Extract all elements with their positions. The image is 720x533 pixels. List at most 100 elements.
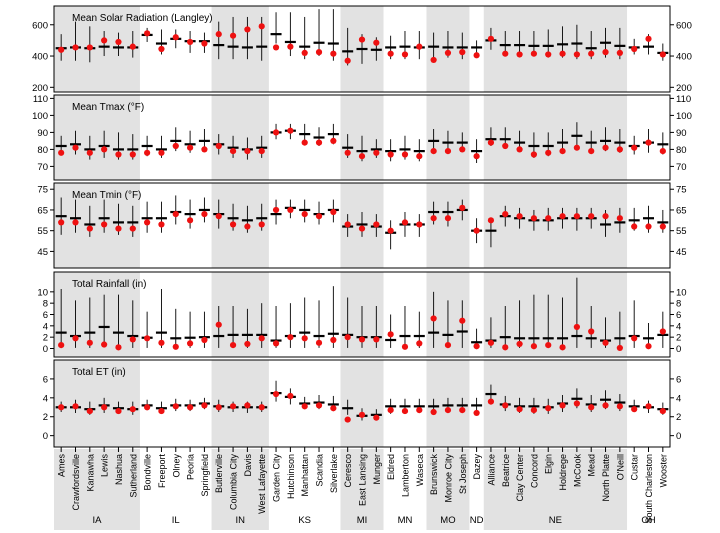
site-label: North Platte — [601, 454, 611, 502]
panel-title: Mean Solar Radiation (Langley) — [72, 13, 213, 24]
observed-point — [645, 223, 652, 230]
observed-point — [258, 23, 265, 30]
observed-point — [616, 215, 623, 222]
observed-point — [158, 407, 165, 415]
observed-point — [172, 142, 179, 150]
state-label: MN — [398, 515, 413, 526]
y-tick-label-left: 100 — [32, 111, 48, 122]
observed-point — [186, 404, 194, 411]
observed-point — [401, 407, 409, 415]
observed-point — [530, 407, 538, 414]
observed-point — [201, 146, 208, 153]
observed-point — [545, 405, 552, 412]
panel-title: Total Rainfall (in) — [72, 279, 146, 290]
observed-point — [229, 403, 237, 410]
observed-point — [72, 403, 79, 410]
observed-point — [502, 50, 509, 57]
state-label: IA — [92, 515, 102, 526]
observed-point — [373, 39, 380, 46]
observed-point — [330, 137, 337, 144]
observed-point — [602, 49, 609, 56]
site-label: Monroe City — [443, 454, 453, 503]
y-tick-label-left: 0 — [43, 344, 48, 355]
observed-point — [287, 43, 294, 50]
observed-point — [58, 342, 65, 349]
site-label: Ceresco — [343, 454, 353, 488]
observed-point — [86, 44, 93, 51]
observed-point — [58, 404, 65, 411]
observed-point — [530, 343, 538, 350]
observed-point — [487, 339, 495, 346]
site-label: Alliance — [486, 454, 496, 486]
observed-point — [645, 343, 652, 350]
observed-point — [358, 225, 366, 232]
state-label: MO — [440, 515, 455, 526]
observed-point — [358, 36, 366, 43]
observed-point — [430, 148, 437, 155]
observed-point — [473, 343, 480, 350]
observed-point — [545, 149, 552, 156]
observed-point — [516, 146, 523, 153]
y-tick-label-right: 0 — [676, 431, 681, 442]
y-tick-label-right: 8 — [676, 299, 681, 310]
y-tick-label-right: 65 — [676, 205, 687, 216]
observed-point — [631, 223, 638, 230]
observed-point — [588, 328, 595, 335]
observed-point — [459, 49, 466, 56]
observed-point — [115, 151, 122, 158]
observed-point — [158, 149, 165, 156]
state-label: KS — [298, 515, 311, 526]
observed-point — [315, 139, 323, 146]
panel-title: Mean Tmin (°F) — [72, 190, 141, 201]
y-tick-label-left: 4 — [43, 393, 48, 404]
observed-point — [86, 149, 93, 156]
observed-point — [129, 406, 136, 413]
site-label: Holdrege — [558, 454, 568, 491]
state-band-shading — [426, 449, 470, 530]
observed-point — [387, 151, 394, 158]
observed-point — [659, 51, 666, 58]
observed-point — [287, 127, 294, 134]
y-tick-label-right: 2 — [676, 333, 681, 344]
panel-frame — [53, 5, 671, 93]
y-tick-label-right: 0 — [676, 344, 681, 355]
observed-point — [631, 144, 638, 151]
observed-point — [545, 215, 552, 222]
site-label: South Charleston — [644, 454, 654, 524]
state-shading — [211, 95, 269, 180]
site-label: Garden City — [272, 454, 282, 503]
observed-point — [516, 406, 523, 413]
site-label: Beatrice — [501, 454, 511, 487]
observed-point — [473, 153, 480, 160]
observed-point — [229, 148, 237, 155]
observed-point — [344, 149, 351, 156]
observed-point — [144, 219, 151, 226]
observed-point — [659, 148, 666, 155]
y-tick-label-right: 80 — [676, 145, 687, 156]
observed-point — [516, 51, 523, 58]
observed-point — [186, 217, 194, 224]
observed-point — [573, 323, 580, 331]
state-shading — [54, 272, 140, 357]
observed-point — [186, 144, 194, 151]
observed-point — [645, 403, 652, 410]
site-label: Concord — [529, 454, 539, 488]
observed-point — [201, 210, 208, 218]
observed-point — [129, 43, 136, 50]
site-label: Lamberton — [400, 454, 410, 497]
observed-point — [444, 342, 452, 349]
observed-point — [459, 146, 466, 153]
observed-point — [430, 215, 437, 222]
observed-point — [172, 34, 179, 41]
site-label: Crawfordsville — [71, 454, 81, 511]
observed-point — [459, 407, 466, 414]
observed-point — [330, 208, 337, 216]
observed-point — [416, 221, 423, 228]
y-tick-label-left: 110 — [33, 94, 48, 105]
observed-point — [502, 402, 509, 409]
observed-point — [430, 315, 437, 322]
observed-point — [573, 144, 580, 151]
observed-point — [158, 45, 165, 53]
observed-point — [287, 334, 294, 341]
y-tick-label-right: 55 — [676, 226, 687, 237]
